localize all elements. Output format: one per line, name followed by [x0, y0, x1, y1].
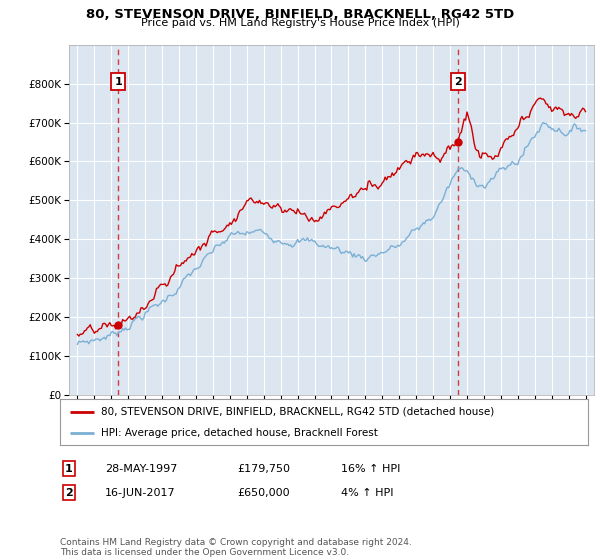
Text: 2: 2 — [65, 488, 73, 498]
Text: 16% ↑ HPI: 16% ↑ HPI — [341, 464, 400, 474]
Text: £179,750: £179,750 — [237, 464, 290, 474]
Text: Contains HM Land Registry data © Crown copyright and database right 2024.
This d: Contains HM Land Registry data © Crown c… — [60, 538, 412, 557]
Text: 80, STEVENSON DRIVE, BINFIELD, BRACKNELL, RG42 5TD (detached house): 80, STEVENSON DRIVE, BINFIELD, BRACKNELL… — [101, 407, 494, 417]
Text: 80, STEVENSON DRIVE, BINFIELD, BRACKNELL, RG42 5TD: 80, STEVENSON DRIVE, BINFIELD, BRACKNELL… — [86, 8, 514, 21]
Text: £650,000: £650,000 — [237, 488, 290, 498]
Text: 28-MAY-1997: 28-MAY-1997 — [105, 464, 178, 474]
Text: 16-JUN-2017: 16-JUN-2017 — [105, 488, 176, 498]
Text: 4% ↑ HPI: 4% ↑ HPI — [341, 488, 394, 498]
Text: 1: 1 — [65, 464, 73, 474]
Text: Price paid vs. HM Land Registry's House Price Index (HPI): Price paid vs. HM Land Registry's House … — [140, 18, 460, 29]
Text: 1: 1 — [115, 77, 122, 87]
Text: HPI: Average price, detached house, Bracknell Forest: HPI: Average price, detached house, Brac… — [101, 428, 378, 438]
Text: 2: 2 — [454, 77, 462, 87]
